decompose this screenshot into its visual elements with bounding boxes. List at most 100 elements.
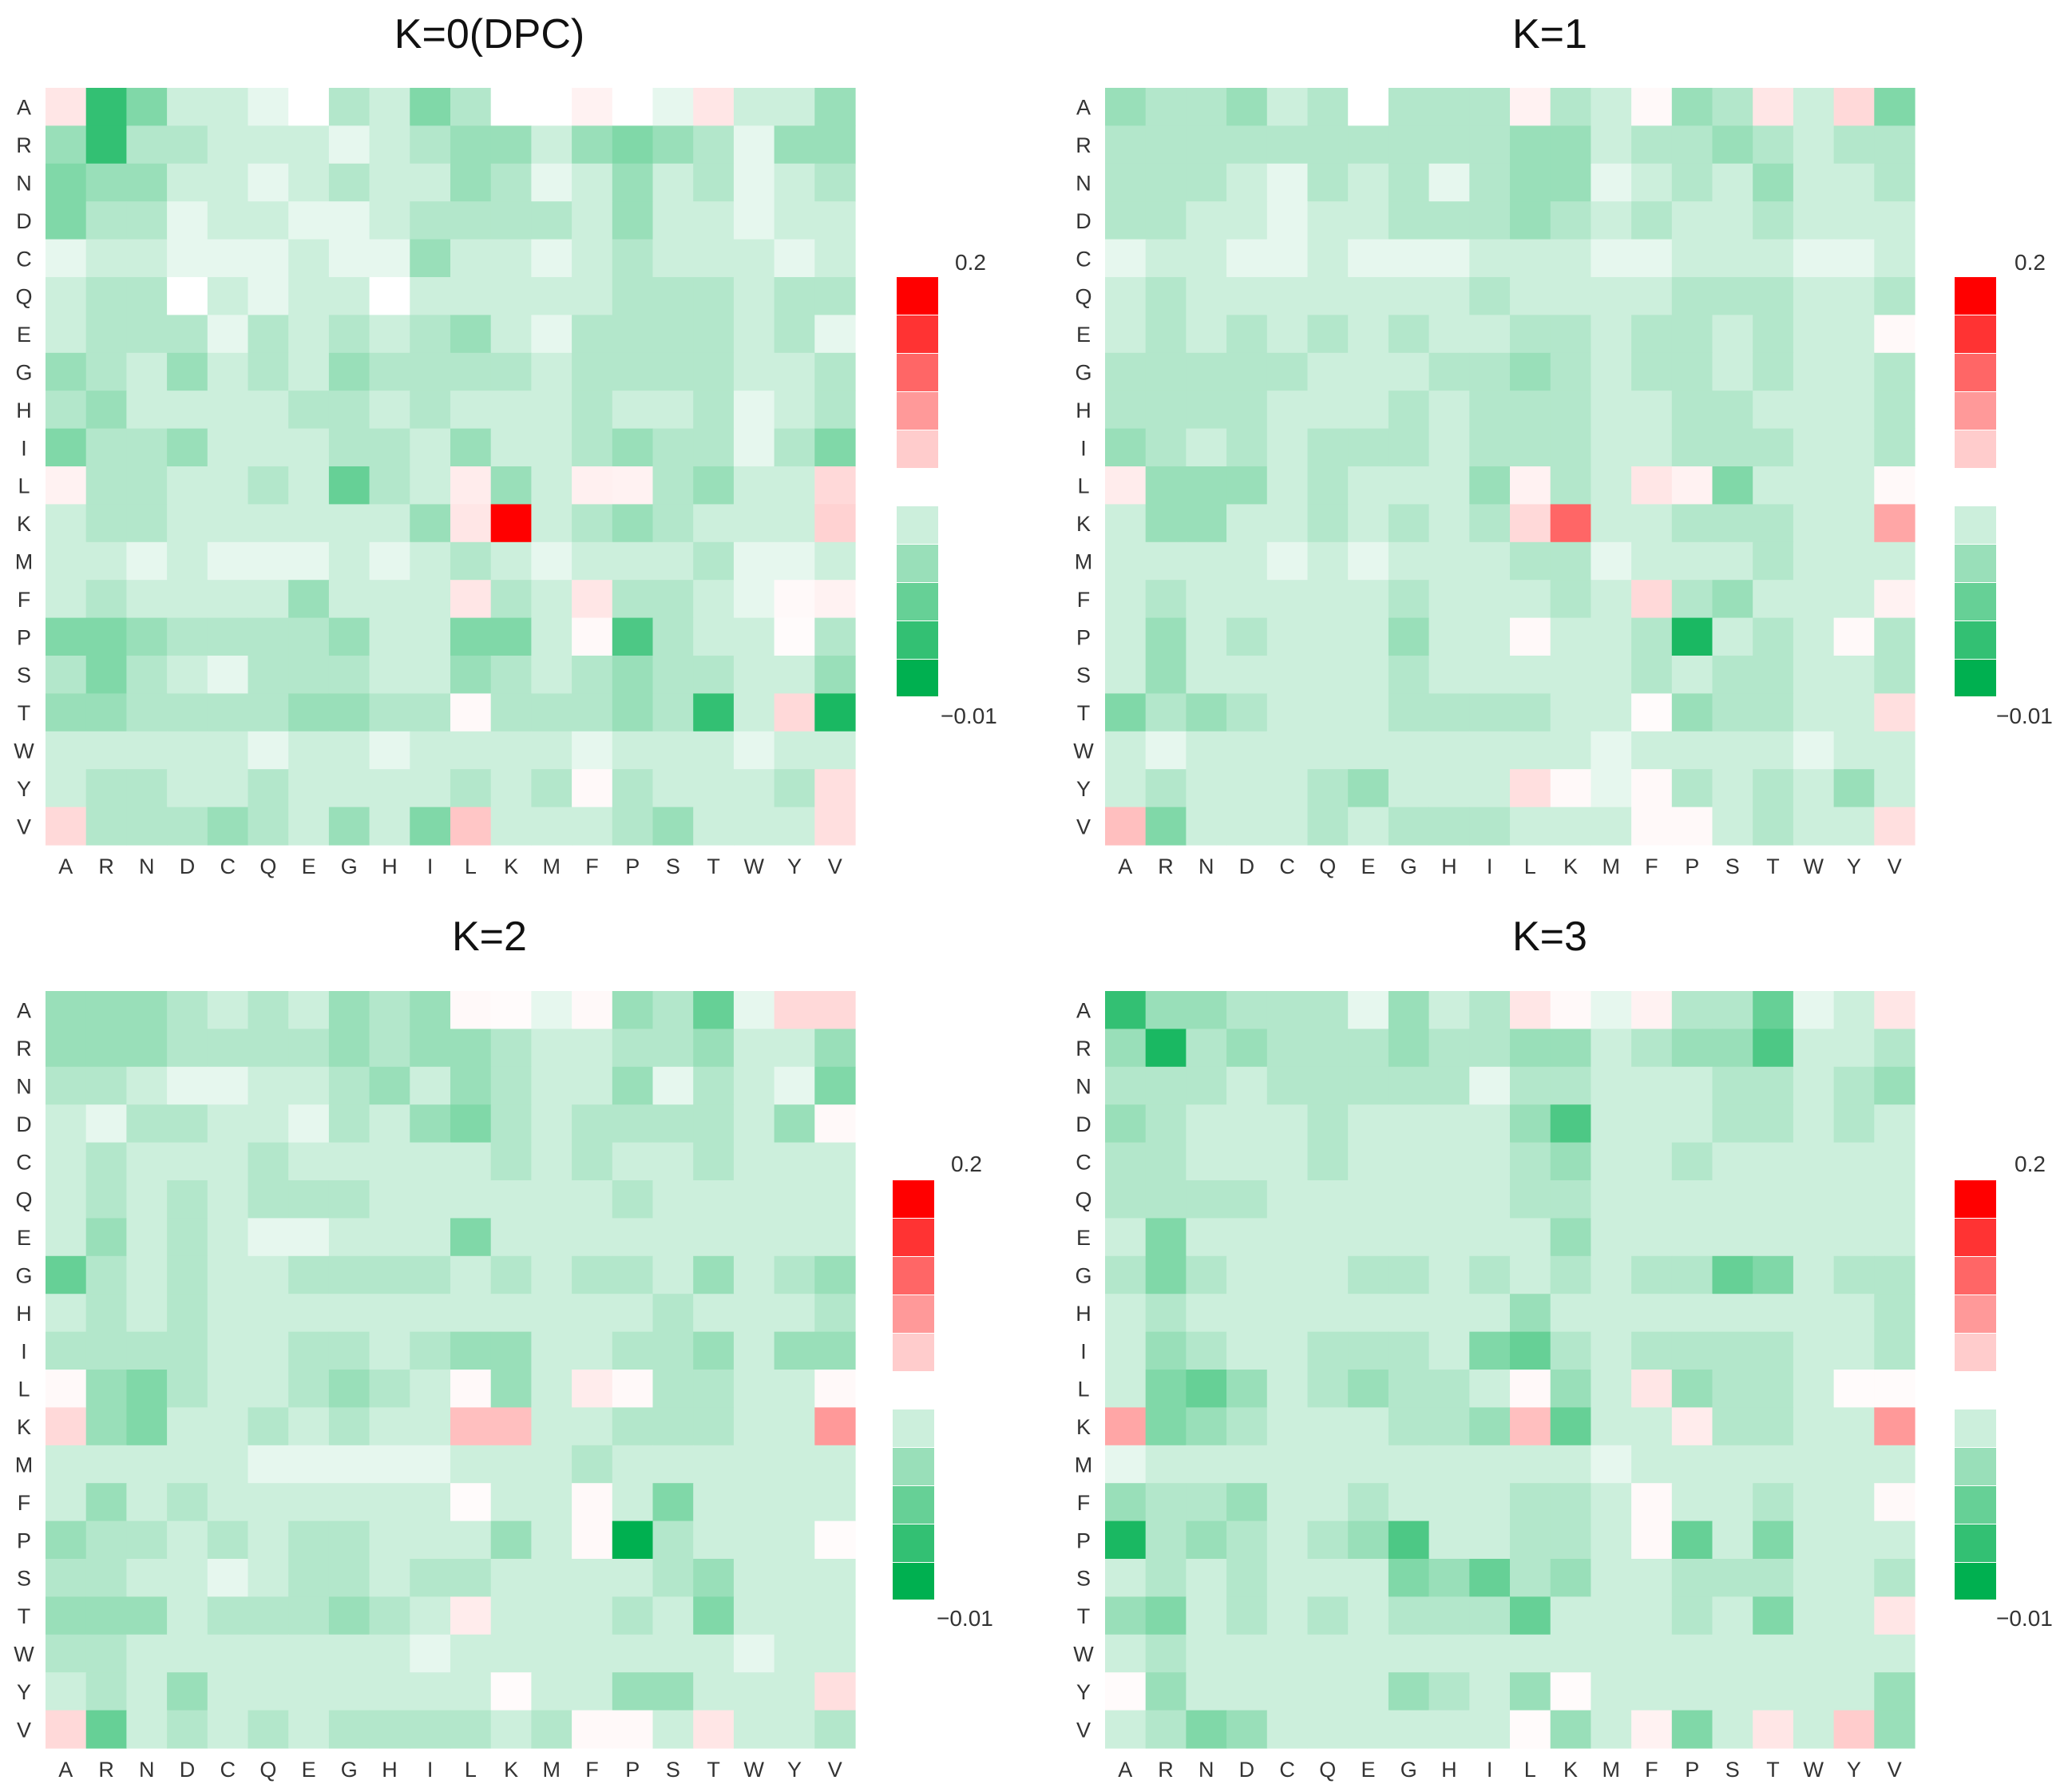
row-label: Q bbox=[1075, 1188, 1091, 1212]
row-label: E bbox=[1076, 323, 1091, 347]
heatmap-cell bbox=[1348, 504, 1389, 543]
heatmap-cell bbox=[1874, 504, 1916, 543]
heatmap-cell bbox=[814, 1370, 856, 1408]
column-label: W bbox=[744, 854, 765, 878]
column-label: C bbox=[1279, 1758, 1295, 1782]
heatmap-cell bbox=[1307, 1142, 1349, 1181]
heatmap-cell bbox=[1307, 1559, 1349, 1597]
heatmap-cell bbox=[1753, 617, 1794, 656]
heatmap-cell bbox=[490, 656, 532, 694]
heatmap-cell bbox=[1874, 1634, 1916, 1673]
heatmap-cell bbox=[46, 1483, 87, 1522]
heatmap-cell bbox=[1591, 541, 1632, 581]
heatmap-cell bbox=[1469, 504, 1511, 543]
heatmap-cell bbox=[1307, 504, 1349, 543]
heatmap-cell bbox=[1348, 239, 1389, 278]
heatmap-cell bbox=[126, 1142, 168, 1181]
heatmap-cell bbox=[1105, 1634, 1147, 1673]
heatmap-cell bbox=[1591, 1180, 1632, 1219]
heatmap-cell bbox=[369, 352, 410, 391]
heatmap-cell bbox=[1307, 1596, 1349, 1635]
heatmap-cell bbox=[1307, 315, 1349, 354]
heatmap-cell bbox=[572, 991, 613, 1029]
heatmap-cell bbox=[46, 315, 87, 354]
heatmap-cell bbox=[1226, 1672, 1268, 1711]
heatmap-cell bbox=[1753, 1104, 1794, 1144]
heatmap-cell bbox=[1428, 617, 1470, 656]
heatmap-cell bbox=[46, 1255, 87, 1294]
heatmap-cell bbox=[1348, 466, 1389, 505]
heatmap-cell bbox=[1833, 428, 1875, 467]
heatmap-cell bbox=[1388, 428, 1430, 467]
row-label: V bbox=[1076, 815, 1091, 839]
colorbar-min-label: −0.01 bbox=[937, 1606, 993, 1631]
heatmap-cell bbox=[126, 617, 168, 656]
heatmap-cell bbox=[1105, 315, 1147, 354]
heatmap-cell bbox=[531, 391, 572, 430]
heatmap-cell bbox=[126, 163, 168, 202]
heatmap-cell bbox=[126, 1104, 168, 1144]
heatmap-cell bbox=[126, 391, 168, 430]
heatmap-cell bbox=[652, 1294, 694, 1333]
heatmap-cell bbox=[612, 807, 654, 846]
heatmap-cell bbox=[410, 580, 451, 619]
heatmap-cell bbox=[1266, 1407, 1309, 1446]
heatmap-cell bbox=[328, 769, 370, 808]
heatmap-cell bbox=[652, 352, 694, 391]
heatmap-cell bbox=[450, 428, 492, 467]
heatmap-cell bbox=[450, 731, 492, 770]
column-label: K bbox=[504, 1758, 518, 1782]
heatmap-cell bbox=[1428, 391, 1470, 430]
heatmap-cell bbox=[1874, 1066, 1916, 1105]
heatmap-cell bbox=[1348, 1180, 1389, 1219]
heatmap-cell bbox=[1712, 125, 1753, 165]
heatmap-cell bbox=[1226, 352, 1268, 391]
heatmap-cell bbox=[652, 1218, 694, 1257]
heatmap-cell bbox=[1226, 541, 1268, 581]
heatmap-cell bbox=[1266, 807, 1309, 846]
heatmap-cell bbox=[1105, 1294, 1147, 1333]
column-label: Q bbox=[259, 1758, 276, 1782]
heatmap-cell bbox=[1186, 1029, 1227, 1068]
row-label: V bbox=[17, 815, 31, 839]
heatmap-cell bbox=[167, 769, 208, 808]
heatmap-cell bbox=[1753, 656, 1794, 694]
heatmap-cell bbox=[1105, 1066, 1147, 1105]
heatmap-cell bbox=[1510, 580, 1551, 619]
heatmap-cell bbox=[1550, 201, 1591, 240]
heatmap-cell bbox=[1348, 1029, 1389, 1068]
heatmap-cell bbox=[1712, 1255, 1753, 1294]
heatmap-cell bbox=[410, 1066, 451, 1105]
heatmap-cell bbox=[774, 1407, 815, 1446]
heatmap-cell bbox=[733, 125, 775, 165]
heatmap-cell bbox=[1348, 1331, 1389, 1370]
heatmap-cell bbox=[1671, 617, 1713, 656]
heatmap-cell bbox=[1186, 315, 1227, 354]
heatmap-cell bbox=[1348, 1445, 1389, 1484]
heatmap-cell bbox=[693, 201, 735, 240]
heatmap-cell bbox=[1469, 617, 1511, 656]
heatmap-cell bbox=[1753, 352, 1794, 391]
heatmap-cell bbox=[612, 541, 654, 581]
heatmap-cell bbox=[1388, 1255, 1430, 1294]
heatmap-cell bbox=[450, 125, 492, 165]
column-label: P bbox=[1685, 1758, 1699, 1782]
heatmap-cell bbox=[1793, 1710, 1835, 1749]
heatmap-cell bbox=[814, 769, 856, 808]
heatmap-cell bbox=[1591, 1634, 1632, 1673]
heatmap-cell bbox=[652, 541, 694, 581]
heatmap-cell bbox=[410, 1255, 451, 1294]
heatmap-cell bbox=[531, 428, 572, 467]
heatmap-cell bbox=[1874, 1445, 1916, 1484]
heatmap-cell bbox=[1591, 1370, 1632, 1408]
heatmap-cell bbox=[1550, 88, 1591, 126]
heatmap-cell bbox=[410, 1520, 451, 1560]
heatmap-cell bbox=[1428, 769, 1470, 808]
heatmap-cell bbox=[1428, 1407, 1470, 1446]
heatmap-cell bbox=[1671, 1029, 1713, 1068]
heatmap-cell bbox=[369, 1634, 410, 1673]
colorbar-max-label: 0.2 bbox=[951, 1152, 982, 1176]
heatmap-cell bbox=[1145, 1029, 1187, 1068]
heatmap-cell bbox=[693, 1370, 735, 1408]
